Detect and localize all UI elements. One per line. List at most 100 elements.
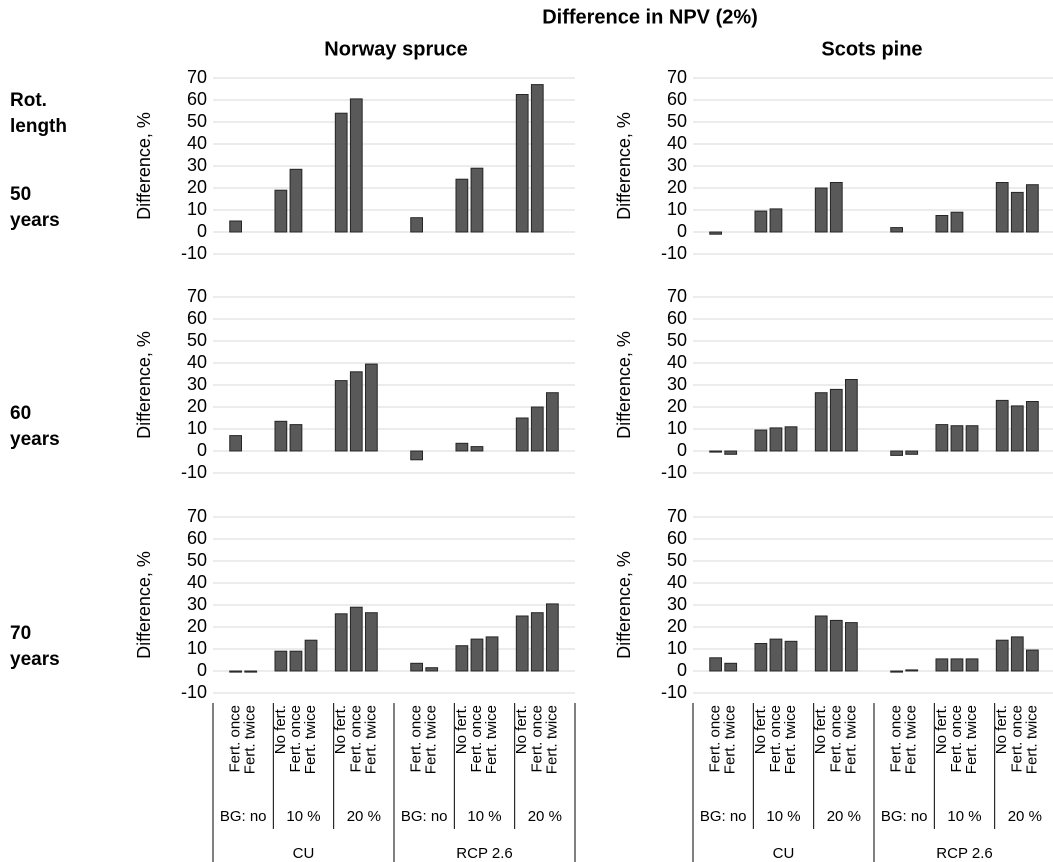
bar — [890, 450, 904, 456]
bar — [709, 231, 723, 235]
bar — [410, 217, 424, 233]
y-tick-label: 10 — [667, 638, 687, 658]
x-tick-label: Fert. twice — [963, 705, 980, 774]
x-tick-label: No fert. — [752, 705, 769, 754]
bar — [364, 363, 378, 452]
bar — [455, 645, 469, 672]
y-tick-label: 0 — [677, 440, 687, 460]
bar — [1010, 405, 1024, 452]
y-tick-label: 60 — [187, 308, 207, 328]
y-tick-label: 60 — [667, 89, 687, 109]
y-tick-label: 70 — [187, 286, 207, 306]
bar — [754, 429, 768, 452]
bar — [530, 84, 544, 233]
bar — [935, 215, 949, 233]
y-axis-label: Difference, % — [134, 551, 154, 659]
y-tick-label: 70 — [667, 506, 687, 526]
group-label: 20 % — [347, 808, 381, 825]
column-title: Scots pine — [821, 38, 922, 60]
x-tick-label: Fert. once — [528, 705, 545, 773]
bar — [724, 450, 738, 455]
scenario-label: RCP 2.6 — [936, 845, 992, 862]
y-axis-label: Difference, % — [134, 112, 154, 220]
x-tick-label: Fert. twice — [903, 705, 920, 774]
bar — [814, 187, 828, 233]
y-tick-label: 30 — [667, 374, 687, 394]
bar — [844, 379, 858, 452]
x-tick-label: No fert. — [332, 705, 349, 754]
bar — [425, 667, 439, 672]
column-title: Norway spruce — [324, 38, 467, 60]
bar — [274, 189, 288, 233]
x-tick-label: Fert. twice — [302, 705, 319, 774]
bar — [545, 603, 559, 672]
bar — [545, 392, 559, 452]
y-tick-label: 0 — [197, 440, 207, 460]
y-axis-label: Difference, % — [614, 331, 634, 439]
x-tick-label: No fert. — [453, 705, 470, 754]
y-tick-label: 50 — [187, 330, 207, 350]
bar — [470, 167, 484, 233]
x-tick-label: Fert. once — [948, 705, 965, 773]
bar — [229, 220, 243, 233]
y-tick-label: -10 — [181, 462, 207, 482]
bar — [229, 435, 243, 452]
y-tick-label: 0 — [677, 221, 687, 241]
group-label: 10 % — [286, 808, 320, 825]
x-tick-label: Fert. once — [827, 705, 844, 773]
figure-title: Difference in NPV (2%) — [542, 6, 758, 28]
bar — [1010, 191, 1024, 233]
x-tick-label: Fert. twice — [362, 705, 379, 774]
y-tick-label: -10 — [181, 682, 207, 702]
bar — [349, 98, 363, 233]
bar — [274, 420, 288, 452]
bar — [289, 424, 303, 452]
y-tick-label: 50 — [187, 550, 207, 570]
y-tick-label: 0 — [197, 660, 207, 680]
group-label: BG: no — [401, 808, 448, 825]
x-tick-label: Fert. once — [227, 705, 244, 773]
group-label: 20 % — [528, 808, 562, 825]
bar — [995, 399, 1009, 452]
x-tick-label: Fert. twice — [543, 705, 560, 774]
bar — [935, 424, 949, 452]
y-tick-label: 40 — [667, 352, 687, 372]
y-axis-label: Difference, % — [134, 331, 154, 439]
y-tick-label: -10 — [661, 682, 687, 702]
bar — [784, 640, 798, 672]
bar — [754, 210, 768, 233]
bar — [1010, 636, 1024, 672]
y-tick-label: 10 — [187, 199, 207, 219]
y-tick-label: 30 — [667, 594, 687, 614]
y-tick-label: 60 — [187, 89, 207, 109]
y-axis-label: Difference, % — [614, 112, 634, 220]
bar — [890, 227, 904, 233]
bar — [470, 446, 484, 452]
bar — [724, 662, 738, 672]
row-title: 50 years — [10, 184, 60, 231]
group-label: 20 % — [827, 808, 861, 825]
row-title: 70 years — [10, 623, 60, 670]
bar — [814, 392, 828, 452]
bar — [890, 670, 904, 673]
x-tick-label: Fert. once — [1008, 705, 1025, 773]
bar — [844, 622, 858, 672]
bar — [334, 613, 348, 672]
bar — [349, 606, 363, 672]
x-tick-label: Fert. twice — [722, 705, 739, 774]
bar — [334, 380, 348, 452]
bar — [349, 371, 363, 452]
bar — [485, 636, 499, 672]
x-tick-label: Fert. twice — [423, 705, 440, 774]
x-tick-label: Fert. twice — [842, 705, 859, 774]
group-label: BG: no — [700, 808, 747, 825]
bar — [905, 669, 919, 672]
x-tick-label: Fert. once — [707, 705, 724, 773]
y-tick-label: 20 — [187, 177, 207, 197]
bar — [410, 450, 424, 461]
y-tick-label: 40 — [187, 133, 207, 153]
group-label: 10 % — [467, 808, 501, 825]
y-tick-label: 70 — [667, 286, 687, 306]
group-label: 10 % — [947, 808, 981, 825]
